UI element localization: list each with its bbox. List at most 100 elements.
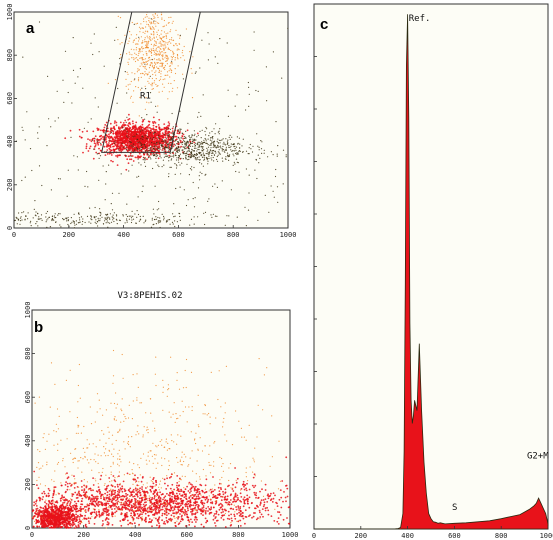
- scatter-point-main: [138, 134, 141, 137]
- scatter-point-upper: [177, 65, 179, 67]
- scatter-point-tail: [248, 153, 250, 155]
- scatter-point-tail: [235, 146, 238, 148]
- scatter-point-background: [103, 65, 105, 67]
- scatter-point-upper: [155, 47, 157, 49]
- scatter-point-upper: [120, 54, 122, 56]
- scatter-point-main: [117, 139, 119, 142]
- scatter-point-main: [80, 136, 83, 139]
- scatter-point-band: [198, 497, 201, 500]
- scatter-point-upper: [190, 68, 192, 70]
- scatter-point-origin: [65, 523, 68, 525]
- scatter-point-background: [168, 176, 170, 178]
- scatter-point-tail: [239, 143, 241, 145]
- scatter-point-upper: [145, 73, 147, 75]
- scatter-point-baseline: [132, 218, 135, 220]
- scatter-point-tail: [207, 149, 209, 151]
- scatter-point-main: [132, 122, 134, 125]
- scatter-point-baseline: [20, 216, 22, 218]
- scatter-point-tail: [202, 142, 204, 144]
- scatter-point-upper: [192, 56, 194, 58]
- scatter-point-upper: [137, 69, 139, 71]
- scatter-point-upper: [146, 60, 148, 62]
- scatter-point-upper: [138, 49, 141, 51]
- scatter-point-main: [129, 158, 131, 161]
- scatter-point-tail: [184, 148, 186, 150]
- scatter-point-tail: [234, 148, 236, 150]
- scatter-point-background: [159, 226, 161, 229]
- scatter-point-baseline: [46, 219, 48, 221]
- scatter-point-tail: [151, 142, 153, 144]
- scatter-point-upper: [144, 65, 147, 67]
- scatter-point-baseline: [91, 219, 93, 221]
- scatter-point-tail: [209, 132, 211, 134]
- scatter-point-upper: [137, 80, 140, 82]
- scatter-point-main: [125, 130, 127, 133]
- scatter-point-main: [180, 145, 183, 148]
- scatter-point-band: [166, 492, 168, 495]
- scatter-point-tail: [202, 165, 204, 167]
- scatter-point-upper: [165, 74, 167, 76]
- scatter-point-tail: [202, 146, 204, 148]
- scatter-point-main: [108, 133, 110, 136]
- scatter-point-band: [81, 486, 83, 488]
- scatter-point-background: [196, 136, 198, 138]
- scatter-point-upper: [128, 40, 130, 42]
- scatter-point-tail: [234, 150, 236, 152]
- scatter-point-main: [95, 151, 98, 154]
- scatter-point-background: [141, 117, 143, 119]
- scatter-point-tail: [226, 141, 228, 143]
- scatter-point-band: [228, 518, 231, 520]
- scatter-point-main: [118, 129, 120, 132]
- scatter-point-main: [124, 124, 127, 126]
- scatter-point-main: [103, 135, 105, 138]
- scatter-point-upper: [164, 68, 166, 71]
- scatter-point-tail: [184, 145, 186, 147]
- scatter-point-baseline: [157, 216, 159, 219]
- scatter-point-background: [90, 42, 92, 44]
- scatter-point-upper: [165, 42, 167, 44]
- scatter-point-baseline: [139, 215, 141, 218]
- scatter-point-tail: [258, 162, 260, 164]
- scatter-point-baseline: [38, 218, 40, 220]
- scatter-point-baseline: [171, 221, 174, 223]
- scatter-point-band: [204, 484, 207, 487]
- scatter-point-main: [129, 147, 132, 150]
- scatter-point-tail: [203, 155, 205, 157]
- scatter-point-tail: [206, 128, 208, 130]
- scatter-point-upper: [142, 31, 144, 33]
- scatter-point-upper: [120, 56, 122, 58]
- scatter-point-tail: [167, 155, 169, 157]
- scatter-point-tail: [200, 142, 202, 145]
- scatter-point-background: [116, 102, 118, 104]
- scatter-point-upper: [158, 50, 160, 52]
- scatter-point-background: [244, 206, 246, 208]
- scatter-point-tail: [162, 159, 164, 161]
- scatter-point-background: [178, 212, 180, 214]
- scatter-point-baseline: [78, 212, 80, 214]
- scatter-point-baseline: [169, 223, 171, 225]
- scatter-point-baseline: [130, 215, 132, 217]
- scatter-point-band: [79, 506, 82, 508]
- scatter-point-tail: [152, 153, 154, 155]
- scatter-point-tail: [207, 146, 210, 148]
- scatter-point-origin: [50, 514, 52, 516]
- scatter-point-tail: [285, 156, 287, 158]
- scatter-point-band: [280, 496, 283, 499]
- scatter-point-band: [252, 515, 255, 518]
- scatter-point-tail: [170, 155, 172, 157]
- scatter-point-tail: [197, 134, 199, 136]
- scatter-point-tail: [261, 141, 263, 143]
- scatter-point-upper: [156, 33, 158, 36]
- scatter-point-main: [165, 127, 167, 130]
- scatter-point-baseline: [216, 215, 218, 217]
- scatter-point-upper: [160, 37, 162, 40]
- scatter-point-main: [121, 148, 124, 151]
- y-tick-label: 1000: [6, 4, 14, 21]
- scatter-point-band: [196, 518, 198, 521]
- scatter-point-band: [209, 488, 212, 491]
- scatter-point-background: [96, 141, 99, 143]
- scatter-point-main: [121, 132, 123, 135]
- scatter-point-tail: [228, 155, 230, 157]
- scatter-point-background: [212, 185, 214, 187]
- scatter-point-origin: [36, 521, 39, 524]
